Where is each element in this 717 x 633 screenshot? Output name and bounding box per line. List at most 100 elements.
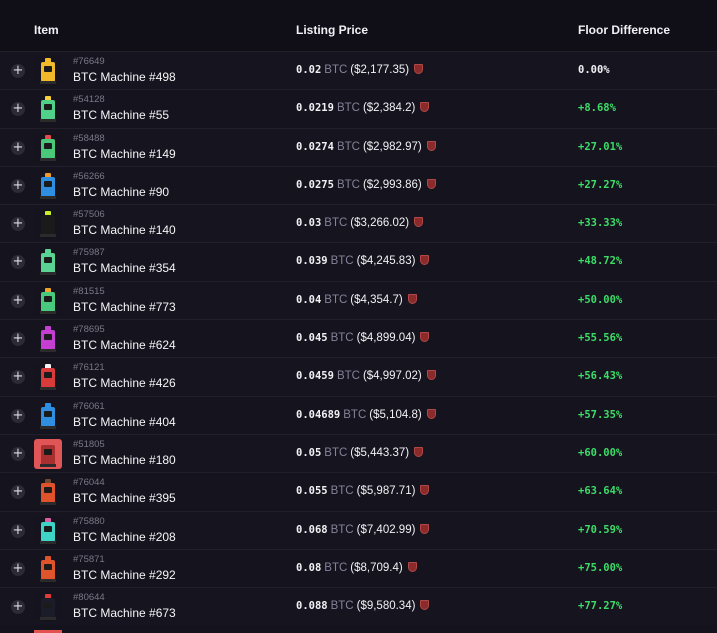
nft-thumbnail[interactable]: [34, 362, 62, 393]
nft-thumbnail[interactable]: [34, 170, 62, 201]
shield-icon: [420, 332, 430, 343]
floor-difference: +63.64%: [578, 485, 623, 498]
nft-thumbnail[interactable]: [34, 132, 62, 163]
floor-difference: +75.00%: [578, 561, 623, 574]
listing-price: 0.0459 BTC ($4,997.02): [296, 370, 436, 382]
floor-difference: +33.33%: [578, 217, 623, 230]
listing-price: 0.088 BTC ($9,580.34): [296, 600, 430, 613]
table-row[interactable]: + #51805 BTC Machine #180 0.05 BTC ($5,443.37…: [0, 433, 717, 473]
expand-plus-icon[interactable]: +: [11, 445, 25, 461]
expand-plus-icon[interactable]: +: [11, 522, 25, 538]
item-id: #75880: [73, 515, 105, 527]
thumbnail-top-shape: [45, 594, 51, 600]
price-amount: 0.04: [296, 293, 322, 306]
table-row[interactable]: + #76121 BTC Machine #426 0.0459 BTC ($4,997.…: [0, 357, 717, 396]
table-row[interactable]: + #78695 BTC Machine #624 0.045 BTC ($4,899.0…: [0, 319, 717, 358]
thumbnail-top-shape: [45, 555, 51, 561]
expand-plus-icon[interactable]: +: [11, 254, 25, 270]
nft-thumbnail[interactable]: [34, 438, 62, 469]
floor-difference: +77.27%: [578, 600, 623, 613]
price-usd: ($5,104.8): [369, 408, 422, 421]
item-name[interactable]: BTC Machine #55: [73, 108, 170, 123]
nft-thumbnail[interactable]: [34, 247, 62, 278]
item-name[interactable]: BTC Machine #426: [73, 376, 176, 391]
thumbnail-screen-shape: [44, 142, 52, 149]
expand-plus-icon[interactable]: +: [11, 139, 25, 155]
shield-icon: [414, 446, 424, 457]
thumbnail-screen-shape: [44, 602, 52, 609]
thumbnail-top-shape: [45, 96, 51, 102]
price-amount: 0.068: [296, 523, 328, 536]
item-id: #56266: [73, 170, 105, 182]
item-name[interactable]: BTC Machine #498: [73, 70, 176, 84]
table-row[interactable]: + #54128 BTC Machine #55 0.0219 BTC ($2,384.2…: [0, 89, 717, 128]
thumbnail-base-shape: [40, 310, 56, 314]
price-usd: ($2,384.2): [362, 102, 416, 115]
nft-thumbnail[interactable]: [34, 592, 62, 623]
item-name[interactable]: BTC Machine #773: [73, 299, 176, 314]
thumbnail-screen-shape: [44, 563, 52, 570]
floor-difference: +57.35%: [578, 408, 623, 421]
item-name[interactable]: BTC Machine #395: [73, 491, 176, 506]
listing-price: 0.0274 BTC ($2,982.97): [296, 140, 436, 153]
item-name[interactable]: BTC Machine #149: [73, 146, 176, 161]
listing-price: 0.05 BTC ($5,443.37): [296, 446, 424, 459]
nft-thumbnail[interactable]: [34, 209, 62, 240]
price-currency: BTC: [330, 523, 354, 536]
item-name[interactable]: BTC Machine #140: [73, 223, 176, 238]
item-name[interactable]: BTC Machine #292: [73, 567, 176, 582]
nft-thumbnail[interactable]: [34, 324, 62, 355]
table-row[interactable]: + #75987 BTC Machine #354 0.039 BTC ($4,245.8…: [0, 242, 717, 281]
item-name[interactable]: BTC Machine #90: [73, 184, 170, 199]
price-amount: 0.045: [296, 332, 328, 345]
item-name[interactable]: BTC Machine #354: [73, 261, 176, 276]
table-row[interactable]: + #57506 BTC Machine #140 0.03 BTC ($3,266.02…: [0, 204, 717, 243]
expand-plus-icon[interactable]: +: [11, 292, 25, 308]
price-amount: 0.0459: [296, 370, 334, 383]
nft-thumbnail[interactable]: [34, 477, 62, 508]
table-row[interactable]: + #76044 BTC Machine #395 0.055 BTC ($5,987.7…: [0, 472, 717, 511]
nft-thumbnail[interactable]: [34, 400, 62, 431]
expand-plus-icon[interactable]: +: [11, 216, 25, 232]
table-row[interactable]: + #76061 BTC Machine #404 0.04689 BTC ($5,104…: [0, 395, 717, 434]
table-row[interactable]: + #76649 BTC Machine #498 0.02 BTC ($2,177.35…: [0, 51, 717, 90]
header-floor-difference[interactable]: Floor Difference: [578, 23, 671, 37]
expand-plus-icon[interactable]: +: [11, 177, 25, 193]
price-usd: ($4,354.7): [350, 293, 403, 306]
item-name[interactable]: BTC Machine #624: [73, 338, 176, 353]
thumbnail-screen-shape: [44, 295, 52, 302]
table-row[interactable]: + #75880 BTC Machine #208 0.068 BTC ($7,402.9…: [0, 510, 717, 549]
table-row[interactable]: + #58488 BTC Machine #149 0.0274 BTC ($2,982.…: [0, 127, 717, 166]
table-row[interactable]: + #56266 BTC Machine #90 0.0275 BTC ($2,993.8…: [0, 165, 717, 205]
expand-plus-icon[interactable]: +: [11, 599, 25, 615]
expand-plus-icon[interactable]: +: [11, 560, 25, 576]
nft-thumbnail[interactable]: [34, 553, 62, 584]
price-amount: 0.055: [296, 485, 328, 498]
table-row[interactable]: + #80644 BTC Machine #673 0.088 BTC ($9,580.3…: [0, 587, 717, 626]
expand-plus-icon[interactable]: +: [11, 101, 25, 117]
expand-plus-icon[interactable]: +: [11, 407, 25, 423]
nft-thumbnail[interactable]: [34, 285, 62, 316]
expand-plus-icon[interactable]: +: [11, 484, 25, 500]
expand-plus-icon[interactable]: +: [11, 331, 25, 347]
nft-thumbnail[interactable]: [34, 56, 62, 86]
nft-thumbnail[interactable]: [34, 94, 62, 125]
thumbnail-top-shape: [45, 287, 51, 293]
price-currency: BTC: [336, 370, 360, 383]
thumbnail-top-shape: [45, 134, 51, 140]
table-row[interactable]: + #81515 BTC Machine #773 0.04 BTC ($4,354.7)…: [0, 280, 717, 320]
item-name[interactable]: BTC Machine #180: [73, 452, 176, 467]
header-item[interactable]: Item: [34, 23, 59, 37]
thumbnail-body-shape: [41, 291, 55, 312]
expand-plus-icon[interactable]: +: [11, 63, 25, 78]
item-name[interactable]: BTC Machine #208: [73, 529, 176, 544]
item-name[interactable]: BTC Machine #404: [73, 414, 176, 429]
floor-difference: +56.43%: [578, 370, 623, 383]
header-listing-price[interactable]: Listing Price: [296, 23, 369, 37]
thumbnail-top-shape: [45, 326, 51, 332]
item-name[interactable]: BTC Machine #673: [73, 606, 176, 621]
table-row[interactable]: + #75871 BTC Machine #292 0.08 BTC ($8,709.4)…: [0, 548, 717, 588]
expand-plus-icon[interactable]: +: [11, 369, 25, 385]
price-amount: 0.088: [296, 600, 328, 613]
nft-thumbnail[interactable]: [34, 515, 62, 546]
